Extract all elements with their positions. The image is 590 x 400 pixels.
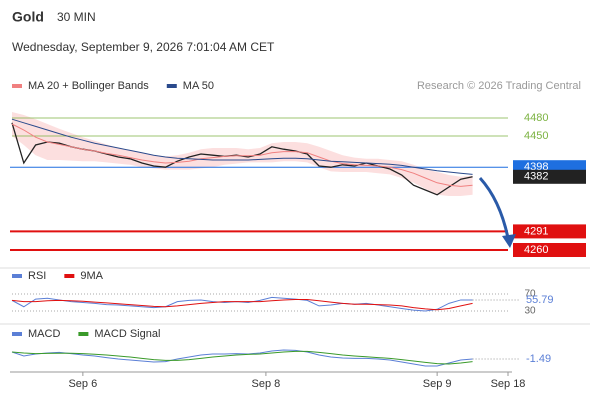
legend-swatch — [12, 274, 22, 278]
legend-label: MA 20 + Bollinger Bands — [28, 80, 149, 92]
instrument-title: Gold — [12, 9, 44, 25]
legend-label: MACD — [28, 328, 60, 340]
series-line — [11, 299, 473, 311]
level-box — [513, 224, 586, 239]
level-label: 4291 — [524, 225, 548, 237]
series-line — [11, 349, 473, 367]
datetime: Wednesday, September 9, 2026 7:01:04 AM … — [12, 40, 275, 54]
last-value-label: 55.79 — [526, 294, 554, 306]
x-tick-label: Sep 9 — [423, 378, 452, 390]
bollinger-band — [12, 112, 473, 196]
level-label: 4382 — [524, 171, 548, 183]
credit: Research © 2026 Trading Central — [417, 80, 581, 92]
level-box — [513, 169, 586, 184]
legend-swatch — [12, 84, 22, 88]
series-line — [11, 123, 473, 187]
level-label: 4450 — [524, 130, 548, 142]
forecast-arrowhead — [502, 234, 516, 248]
x-tick-label: Sep 6 — [68, 378, 97, 390]
legend-label: MACD Signal — [94, 328, 160, 340]
last-value-label: -1.49 — [526, 353, 551, 365]
series-line — [11, 350, 473, 365]
y-tick-label: 70 — [524, 289, 536, 300]
y-tick-label: 30 — [524, 306, 536, 317]
level-label: 4480 — [524, 112, 548, 124]
timeframe: 30 MIN — [57, 10, 96, 24]
legend-label: 9MA — [80, 270, 103, 282]
x-tick-label: Sep 8 — [252, 378, 281, 390]
series-line — [11, 118, 473, 175]
level-box — [513, 243, 586, 257]
legend-label: MA 50 — [183, 80, 214, 92]
legend-swatch — [78, 332, 89, 336]
x-tick-label: Sep 18 — [491, 378, 526, 390]
legend-swatch — [166, 84, 177, 88]
legend-swatch — [64, 274, 75, 278]
legend-swatch — [12, 332, 22, 336]
forecast-arrow — [478, 176, 510, 239]
legend-label: RSI — [28, 270, 46, 282]
level-label: 4260 — [524, 244, 548, 256]
